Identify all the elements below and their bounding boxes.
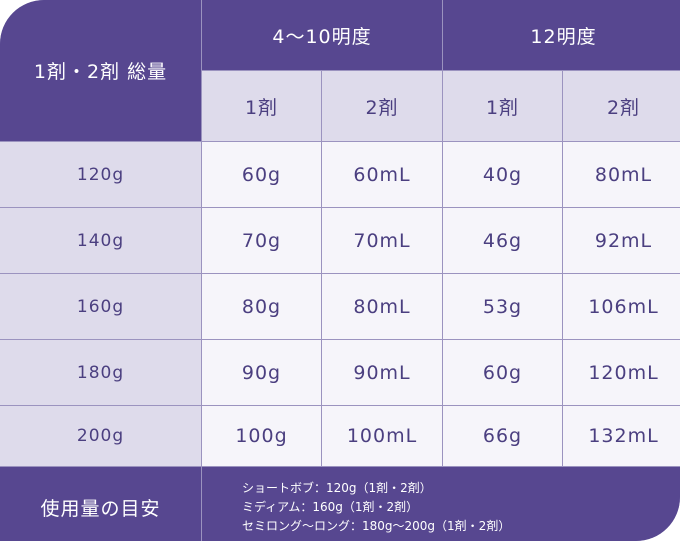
cell: 66g bbox=[443, 406, 562, 466]
cell: 40g bbox=[443, 142, 562, 207]
group-header-12: 12明度 bbox=[443, 0, 680, 70]
cell: 120mL bbox=[563, 340, 680, 405]
cell: 100g bbox=[202, 406, 321, 466]
row-total: 120g bbox=[0, 142, 201, 207]
row-total: 200g bbox=[0, 406, 201, 466]
guide-line: ショートボブ：120g（1剤・2剤） bbox=[242, 481, 432, 495]
cell: 70g bbox=[202, 208, 321, 273]
subheader: 2剤 bbox=[322, 71, 442, 141]
cell: 132mL bbox=[563, 406, 680, 466]
total-header: 1剤・2剤 総量 bbox=[0, 0, 201, 141]
group-header-4-10: 4〜10明度 bbox=[202, 0, 442, 70]
cell: 100mL bbox=[322, 406, 442, 466]
cell: 70mL bbox=[322, 208, 442, 273]
row-total: 140g bbox=[0, 208, 201, 273]
guide-line: セミロング〜ロング：180g〜200g（1剤・2剤） bbox=[242, 519, 511, 533]
subheader: 1剤 bbox=[202, 71, 321, 141]
row-total: 180g bbox=[0, 340, 201, 405]
cell: 46g bbox=[443, 208, 562, 273]
cell: 106mL bbox=[563, 274, 680, 339]
cell: 90g bbox=[202, 340, 321, 405]
row-total: 160g bbox=[0, 274, 201, 339]
cell: 90mL bbox=[322, 340, 442, 405]
cell: 60g bbox=[202, 142, 321, 207]
cell: 80g bbox=[202, 274, 321, 339]
cell: 80mL bbox=[563, 142, 680, 207]
cell: 80mL bbox=[322, 274, 442, 339]
subheader: 2剤 bbox=[563, 71, 680, 141]
footer-label: 使用量の目安 bbox=[0, 467, 201, 541]
cell: 60g bbox=[443, 340, 562, 405]
cell: 53g bbox=[443, 274, 562, 339]
cell: 60mL bbox=[322, 142, 442, 207]
subheader: 1剤 bbox=[443, 71, 562, 141]
footer-guide: ショートボブ：120g（1剤・2剤） ミディアム：160g（1剤・2剤） セミロ… bbox=[202, 467, 680, 541]
cell: 92mL bbox=[563, 208, 680, 273]
guide-line: ミディアム：160g（1剤・2剤） bbox=[242, 500, 419, 514]
